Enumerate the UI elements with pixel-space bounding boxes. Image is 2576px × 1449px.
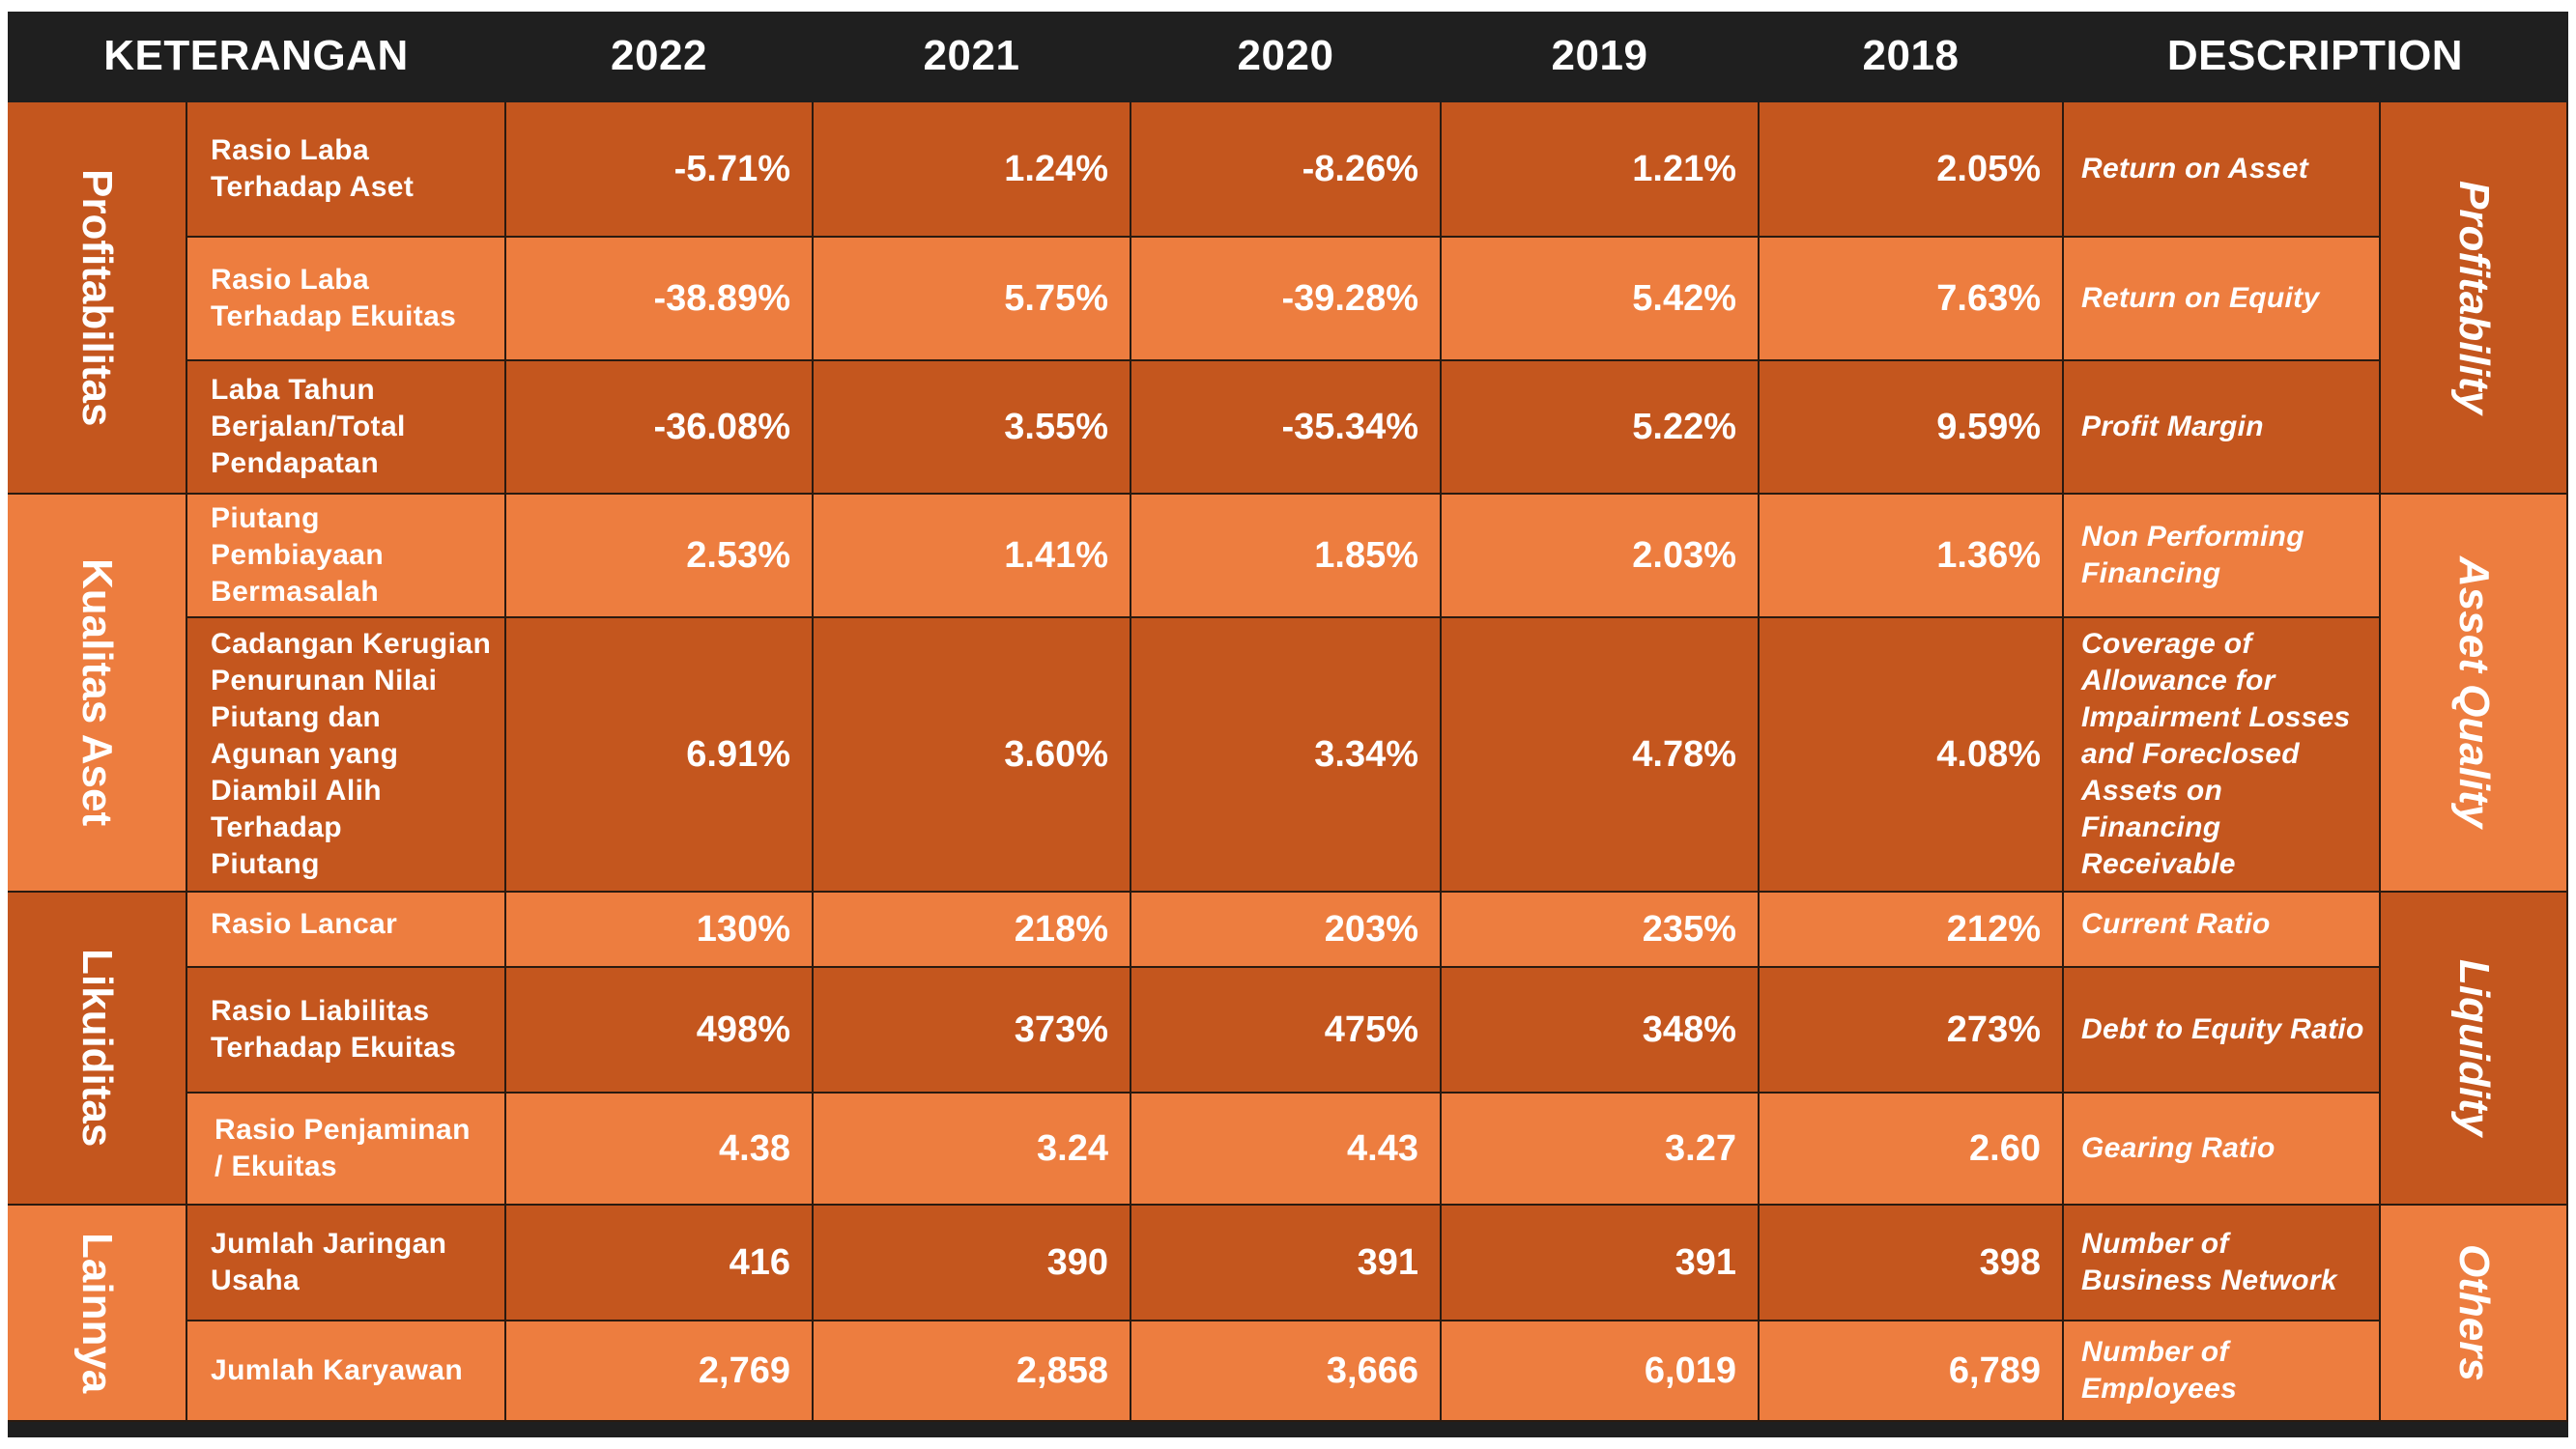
value-network-2019: 391: [1442, 1206, 1760, 1321]
header-year-2018: 2018: [1760, 12, 2064, 102]
value-employees-2019: 6,019: [1442, 1321, 1760, 1422]
value-coverage-2019: 4.78%: [1442, 618, 1760, 893]
value-current-ratio-2020: 203%: [1131, 893, 1442, 968]
value-der-2021: 373%: [814, 968, 1131, 1094]
financial-ratio-table: KETERANGAN 2022 2021 2020 2019 2018 DESC…: [8, 12, 2568, 1437]
value-npf-2021: 1.41%: [814, 495, 1131, 618]
header-description: DESCRIPTION: [2064, 12, 2568, 102]
group-label-others: Others: [2381, 1206, 2568, 1422]
header-year-2019: 2019: [1442, 12, 1760, 102]
group-label-asset-quality: Asset Quality: [2381, 495, 2568, 893]
row-description-return-on-asset: Return on Asset: [2064, 102, 2381, 238]
header-keterangan: KETERANGAN: [8, 12, 506, 102]
value-der-2018: 273%: [1760, 968, 2064, 1094]
value-employees-2022: 2,769: [506, 1321, 814, 1422]
value-coverage-2021: 3.60%: [814, 618, 1131, 893]
value-der-2019: 348%: [1442, 968, 1760, 1094]
value-roe-2022: -38.89%: [506, 238, 814, 361]
value-roa-2020: -8.26%: [1131, 102, 1442, 238]
value-roa-2021: 1.24%: [814, 102, 1131, 238]
value-roe-2018: 7.63%: [1760, 238, 2064, 361]
value-current-ratio-2018: 212%: [1760, 893, 2064, 968]
value-profit-margin-2022: -36.08%: [506, 361, 814, 495]
row-label-employees: Jumlah Karyawan: [187, 1321, 506, 1422]
value-gearing-2018: 2.60: [1760, 1094, 2064, 1206]
value-gearing-2020: 4.43: [1131, 1094, 1442, 1206]
value-coverage-2020: 3.34%: [1131, 618, 1442, 893]
value-roe-2019: 5.42%: [1442, 238, 1760, 361]
group-label-kualitas-aset: Kualitas Aset: [8, 495, 187, 893]
row-label-debt-to-equity: Rasio Liabilitas Terhadap Ekuitas: [187, 968, 506, 1094]
value-network-2022: 416: [506, 1206, 814, 1321]
row-description-business-network: Number of Business Network: [2064, 1206, 2381, 1321]
header-year-2021: 2021: [814, 12, 1131, 102]
value-profit-margin-2021: 3.55%: [814, 361, 1131, 495]
row-description-employees: Number of Employees: [2064, 1321, 2381, 1422]
value-network-2018: 398: [1760, 1206, 2064, 1321]
row-label-gearing-ratio: Rasio Penjaminan / Ekuitas: [187, 1094, 506, 1206]
group-label-profitability: Profitability: [2381, 102, 2568, 495]
value-npf-2020: 1.85%: [1131, 495, 1442, 618]
value-coverage-2022: 6.91%: [506, 618, 814, 893]
value-npf-2019: 2.03%: [1442, 495, 1760, 618]
value-npf-2018: 1.36%: [1760, 495, 2064, 618]
value-gearing-2022: 4.38: [506, 1094, 814, 1206]
value-profit-margin-2020: -35.34%: [1131, 361, 1442, 495]
value-roe-2020: -39.28%: [1131, 238, 1442, 361]
header-year-2022: 2022: [506, 12, 814, 102]
row-description-profit-margin: Profit Margin: [2064, 361, 2381, 495]
value-profit-margin-2019: 5.22%: [1442, 361, 1760, 495]
value-roa-2018: 2.05%: [1760, 102, 2064, 238]
group-label-likuiditas: Likuiditas: [8, 893, 187, 1206]
value-gearing-2021: 3.24: [814, 1094, 1131, 1206]
value-roa-2022: -5.71%: [506, 102, 814, 238]
value-network-2020: 391: [1131, 1206, 1442, 1321]
value-roe-2021: 5.75%: [814, 238, 1131, 361]
value-employees-2018: 6,789: [1760, 1321, 2064, 1422]
value-der-2022: 498%: [506, 968, 814, 1094]
row-description-return-on-equity: Return on Equity: [2064, 238, 2381, 361]
group-label-profitabilitas: Profitabilitas: [8, 102, 187, 495]
header-year-2020: 2020: [1131, 12, 1442, 102]
row-description-non-performing-financing: Non Performing Financing: [2064, 495, 2381, 618]
row-label-coverage-allowance: Cadangan Kerugian Penurunan Nilai Piutan…: [187, 618, 506, 893]
row-label-non-performing-financing: Piutang Pembiayaan Bermasalah: [187, 495, 506, 618]
value-current-ratio-2019: 235%: [1442, 893, 1760, 968]
row-label-profit-margin: Laba Tahun Berjalan/Total Pendapatan: [187, 361, 506, 495]
value-npf-2022: 2.53%: [506, 495, 814, 618]
value-roa-2019: 1.21%: [1442, 102, 1760, 238]
value-profit-margin-2018: 9.59%: [1760, 361, 2064, 495]
row-label-return-on-asset: Rasio Laba Terhadap Aset: [187, 102, 506, 238]
value-der-2020: 475%: [1131, 968, 1442, 1094]
value-current-ratio-2021: 218%: [814, 893, 1131, 968]
row-description-debt-to-equity: Debt to Equity Ratio: [2064, 968, 2381, 1094]
row-label-current-ratio: Rasio Lancar: [187, 893, 506, 968]
value-employees-2020: 3,666: [1131, 1321, 1442, 1422]
value-network-2021: 390: [814, 1206, 1131, 1321]
value-gearing-2019: 3.27: [1442, 1094, 1760, 1206]
value-coverage-2018: 4.08%: [1760, 618, 2064, 893]
row-label-return-on-equity: Rasio Laba Terhadap Ekuitas: [187, 238, 506, 361]
value-employees-2021: 2,858: [814, 1321, 1131, 1422]
row-description-current-ratio: Current Ratio: [2064, 893, 2381, 968]
row-description-coverage-allowance: Coverage of Allowance for Impairment Los…: [2064, 618, 2381, 893]
row-label-business-network: Jumlah Jaringan Usaha: [187, 1206, 506, 1321]
group-label-lainnya: Lainnya: [8, 1206, 187, 1422]
value-current-ratio-2022: 130%: [506, 893, 814, 968]
group-label-liquidity: Liquidity: [2381, 893, 2568, 1206]
row-description-gearing-ratio: Gearing Ratio: [2064, 1094, 2381, 1206]
